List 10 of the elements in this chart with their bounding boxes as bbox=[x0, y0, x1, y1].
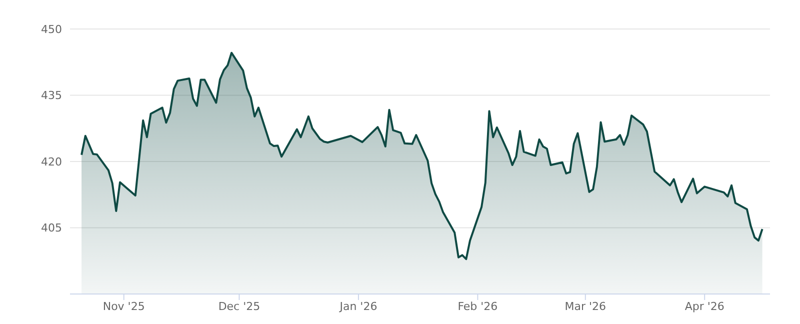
x-tick-label: Dec '25 bbox=[218, 300, 260, 313]
y-tick-label: 450 bbox=[41, 22, 62, 36]
y-tick-label: 420 bbox=[41, 155, 62, 168]
x-tick-label: Apr '26 bbox=[684, 300, 724, 313]
x-tick-label: Feb '26 bbox=[458, 300, 498, 313]
x-tick-label: Mar '26 bbox=[564, 300, 606, 313]
x-tick-label: Jan '26 bbox=[338, 300, 378, 313]
y-tick-label: 405 bbox=[41, 222, 62, 235]
y-tick-label: 435 bbox=[41, 89, 62, 102]
x-tick-label: Nov '25 bbox=[102, 300, 145, 313]
